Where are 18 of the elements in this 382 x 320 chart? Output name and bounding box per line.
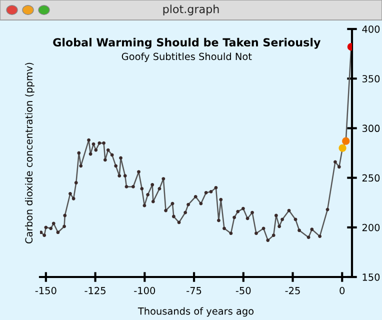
x-tick-label: 0 — [340, 286, 345, 294]
x-tick-label: -100 — [134, 286, 156, 294]
y-tick-label: 200 — [362, 224, 380, 232]
x-tick-label: -25 — [285, 286, 300, 294]
y-axis-title: Carbon dioxide concentration (ppmv) — [25, 62, 34, 244]
x-tick-label: -75 — [186, 287, 202, 294]
text: Goofy Subtitles Should Not — [122, 52, 252, 62]
y-tick-label: 400 — [362, 25, 380, 33]
y-tick-label: 350 — [362, 75, 380, 82]
x-tick-label: -50 — [236, 286, 251, 294]
y-tick-label: 250 — [362, 174, 380, 182]
y-tick-label: 150 — [362, 273, 380, 281]
x-tick-label: -125 — [84, 286, 106, 294]
y-tick-label: 300 — [362, 124, 380, 132]
text: Global Warming Should be Taken Seriously — [53, 38, 321, 49]
text: plot.graph — [163, 4, 219, 16]
x-axis-title: Thousands of years ago — [138, 307, 254, 317]
x-tick-label: -150 — [35, 286, 56, 294]
